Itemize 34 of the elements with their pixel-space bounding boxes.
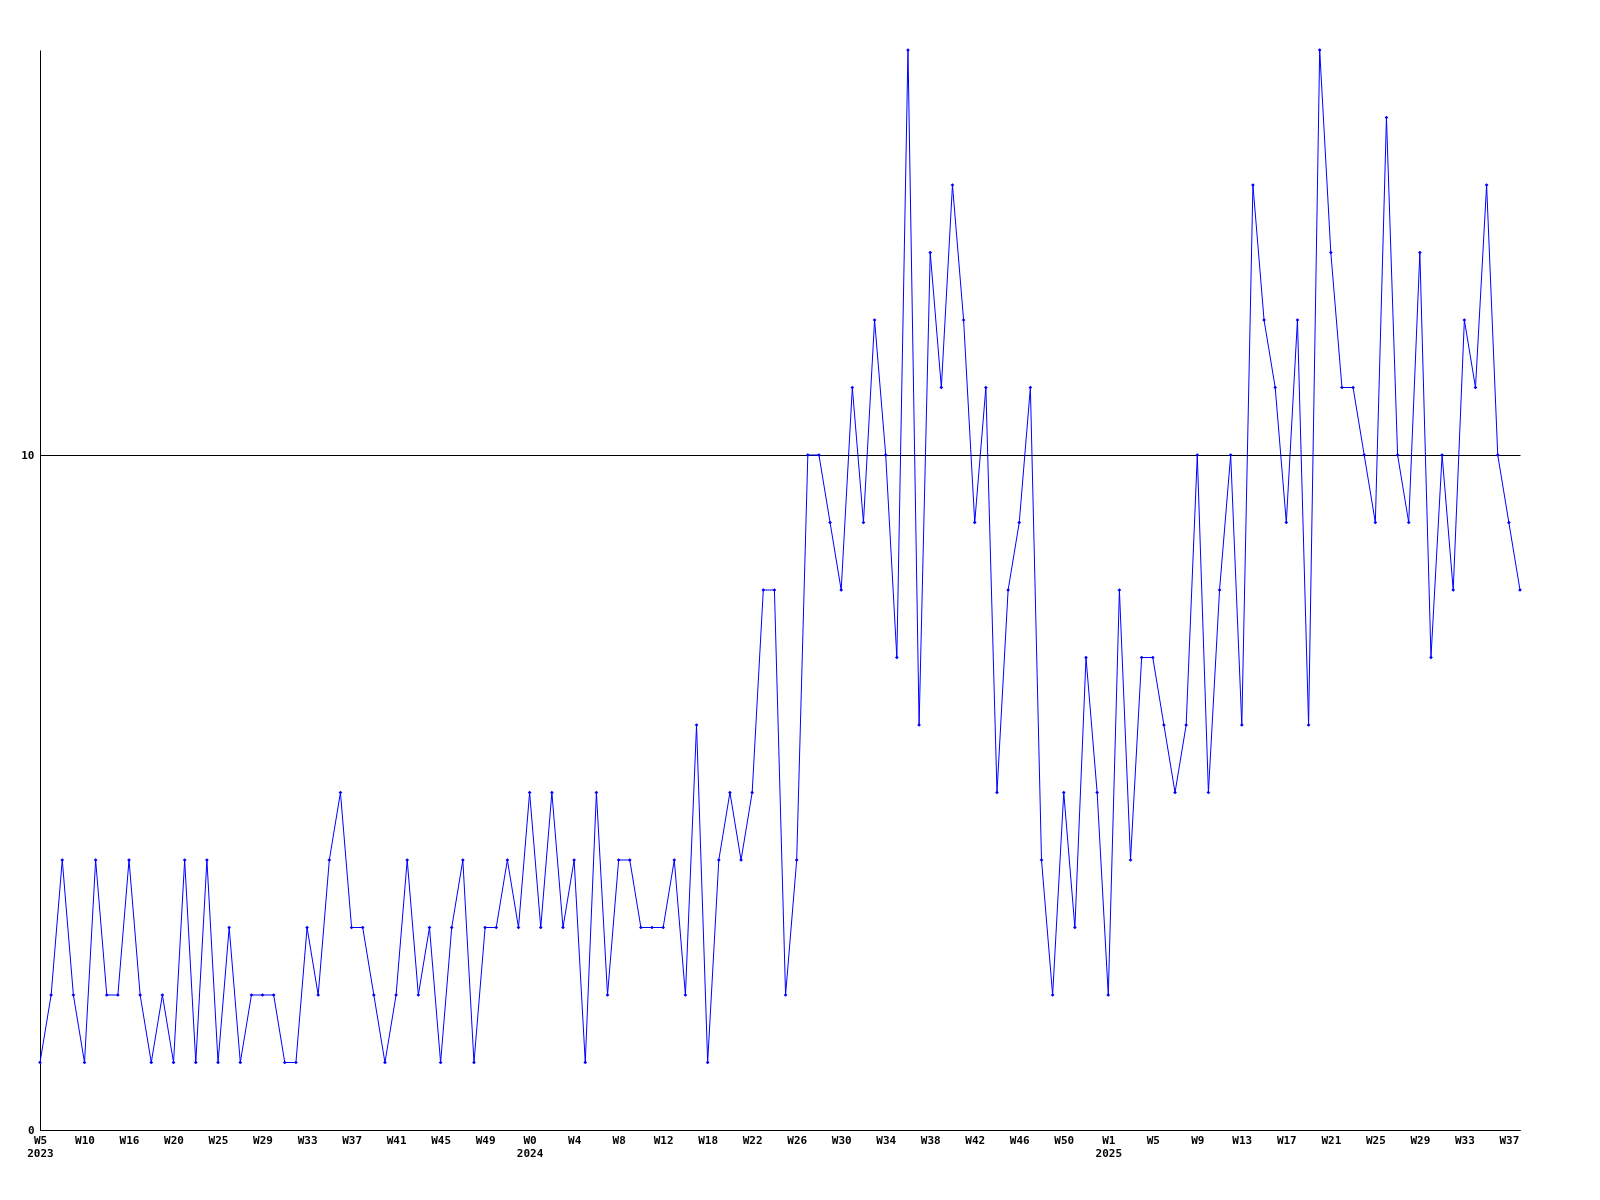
x-tick-label: W22 [742, 1133, 763, 1147]
x-tick-label: W46 [1009, 1133, 1031, 1147]
x-tick-label: W25 [1365, 1133, 1386, 1147]
x-tick-label: W17 [1276, 1133, 1297, 1147]
x-tick-label: W16 [119, 1133, 140, 1147]
x-tick-label: W37 [1499, 1133, 1520, 1147]
x-tick-label: W21 [1321, 1133, 1342, 1147]
x-tick-label: W1 2025 [1095, 1133, 1123, 1160]
x-tick-label: W9 [1191, 1133, 1205, 1147]
x-tick-label: W34 [876, 1133, 897, 1147]
x-tick-label: W29 [1410, 1133, 1431, 1147]
x-tick-label: W10 [75, 1133, 95, 1147]
x-tick-label: W4 [568, 1133, 582, 1147]
x-tick-label: W5 [1146, 1133, 1160, 1147]
x-tick-label: W18 [698, 1133, 719, 1147]
x-tick-label: W12 [653, 1133, 674, 1147]
x-tick-label: W29 [253, 1133, 273, 1147]
x-tick-label: W45 [431, 1133, 452, 1147]
x-tick-label: W0 2024 [516, 1133, 544, 1160]
x-tick-label: W20 [164, 1133, 184, 1147]
x-tick-label: W33 [1454, 1133, 1475, 1147]
x-tick-label: W30 [831, 1133, 852, 1147]
x-tick-label: W25 [208, 1133, 229, 1147]
x-tick-label: W8 [612, 1133, 626, 1147]
x-tick-label: W26 [787, 1133, 808, 1147]
x-tick-label: W33 [297, 1133, 318, 1147]
x-tick-label: W49 [475, 1133, 496, 1147]
x-tick-label: W38 [920, 1133, 941, 1147]
y-tick-label: 10 [21, 448, 35, 462]
x-tick-label: W50 [1054, 1133, 1075, 1147]
x-tick-label: W42 [965, 1133, 986, 1147]
x-tick-label: W37 [342, 1133, 363, 1147]
x-tick-label: W41 [386, 1133, 407, 1147]
x-tick-label: W13 [1232, 1133, 1253, 1147]
